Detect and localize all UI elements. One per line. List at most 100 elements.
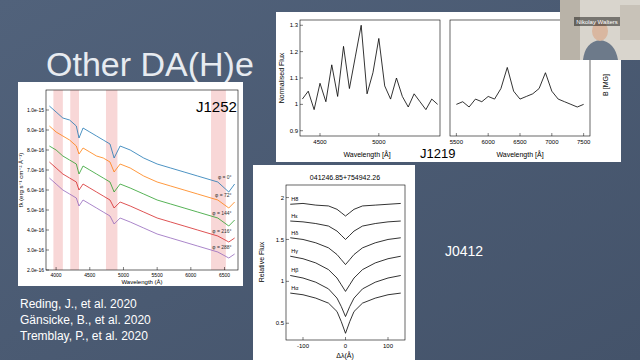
x-axis-label: Wavelength (Å) bbox=[121, 279, 162, 285]
plot-frame bbox=[46, 90, 238, 270]
x-tick-label: 4500 bbox=[84, 272, 95, 278]
x-tick-label: 0 bbox=[344, 343, 348, 349]
x-tick bbox=[378, 133, 379, 136]
y-tick bbox=[46, 230, 49, 231]
reference: Gänsicke, B., et al. 2020 bbox=[20, 313, 151, 327]
y-tick-label: 1 bbox=[281, 278, 285, 284]
y-tick-label: 3.0e-16 bbox=[27, 247, 44, 253]
band bbox=[70, 90, 79, 270]
reference: Tremblay, P., et al. 2020 bbox=[20, 329, 148, 343]
y-tick-label: 1 bbox=[295, 101, 299, 107]
series-line bbox=[290, 203, 401, 216]
chart: H8HεHδHγHβHα-10001000.511.52041246.85+75… bbox=[258, 174, 483, 360]
y-tick bbox=[300, 78, 303, 79]
y-tick-label: 8.0e-16 bbox=[27, 147, 44, 153]
y-tick-label: 1.2 bbox=[290, 49, 299, 55]
x-tick-label: 5000 bbox=[118, 272, 129, 278]
y-tick bbox=[300, 51, 303, 52]
x-tick bbox=[123, 267, 124, 270]
series-line bbox=[290, 256, 401, 291]
y-tick bbox=[286, 239, 289, 240]
x-tick-label: -100 bbox=[297, 343, 310, 349]
x-tick-label: 6000 bbox=[185, 272, 196, 278]
x-tick-label: 6500 bbox=[219, 272, 230, 278]
series-label: Hα bbox=[291, 285, 299, 291]
y-tick bbox=[286, 323, 289, 324]
x-axis-label: Wavelength [Å] bbox=[343, 150, 390, 159]
series-label: Hβ bbox=[291, 267, 298, 273]
plot-frame bbox=[300, 20, 440, 136]
x-tick bbox=[320, 133, 321, 136]
y-tick bbox=[300, 25, 303, 26]
x-tick bbox=[456, 133, 457, 136]
webcam-door bbox=[620, 5, 640, 40]
series-line bbox=[302, 25, 437, 109]
series-label: Hγ bbox=[291, 248, 298, 254]
x-tick bbox=[224, 267, 225, 270]
x-tick-label: 100 bbox=[383, 343, 394, 349]
y-tick-label: 6.0e-16 bbox=[27, 187, 44, 193]
x-tick bbox=[157, 267, 158, 270]
page: {"slide": {"title": "Other DA(H)e", "ref… bbox=[0, 0, 640, 360]
chart: 450050000.911.11.21.3J1219Wavelength [Å]… bbox=[278, 20, 455, 161]
y-tick bbox=[300, 104, 303, 105]
band bbox=[211, 90, 226, 270]
y-tick-label: 5.0e-16 bbox=[27, 207, 44, 213]
band bbox=[106, 90, 117, 270]
series-label: φ = 144° bbox=[212, 210, 231, 216]
y-tick-label: 2 bbox=[281, 195, 285, 201]
series-line bbox=[49, 162, 234, 242]
plot-area bbox=[49, 90, 234, 270]
plot-area bbox=[290, 203, 401, 333]
webcam-shelf bbox=[560, 0, 580, 60]
x-tick bbox=[345, 337, 346, 340]
y-tick-label: 1.0e-15 bbox=[27, 107, 44, 113]
chart-title: 041246.85+754942.26 bbox=[310, 174, 380, 181]
panel bbox=[18, 82, 243, 286]
background bbox=[0, 0, 640, 360]
plot-frame bbox=[286, 185, 405, 340]
x-tick-label: 7000 bbox=[545, 139, 559, 145]
x-axis-label: Δλ(Å) bbox=[336, 351, 354, 360]
x-tick bbox=[583, 133, 584, 136]
series-label: H8 bbox=[291, 196, 298, 202]
series-label: φ = 72° bbox=[215, 192, 232, 198]
speaker-name: Nikolay Walters bbox=[576, 19, 617, 25]
y-axis-label: Relative Flux bbox=[258, 241, 265, 282]
series-line bbox=[290, 293, 401, 333]
x-tick-label: 5500 bbox=[152, 272, 163, 278]
y-axis-label: fλ (erg s⁻¹ cm⁻² Å⁻¹) bbox=[18, 153, 24, 208]
y-tick bbox=[286, 197, 289, 198]
series-line bbox=[49, 178, 234, 258]
series-line bbox=[456, 67, 583, 107]
x-tick-label: 4500 bbox=[313, 139, 327, 145]
y-tick-label: 7.0e-16 bbox=[27, 167, 44, 173]
x-tick-label: 4000 bbox=[51, 272, 62, 278]
x-tick bbox=[551, 133, 552, 136]
y-tick-label: 1.5 bbox=[276, 237, 285, 243]
y-tick-label: 2.0e-16 bbox=[27, 267, 44, 273]
x-tick-label: 7500 bbox=[577, 139, 591, 145]
x-tick bbox=[89, 267, 90, 270]
y-tick-label: 0.5 bbox=[276, 320, 285, 326]
x-tick-label: 5000 bbox=[372, 139, 386, 145]
series-label: Hε bbox=[291, 213, 298, 219]
x-tick bbox=[190, 267, 191, 270]
slide: Other DA(H)eReding, J., et al. 2020Gänsi… bbox=[0, 0, 640, 360]
slide-title: Other DA(H)e bbox=[46, 45, 254, 83]
y-axis-label: Normalised Flux bbox=[278, 52, 285, 103]
series-label: φ = 0° bbox=[218, 174, 232, 180]
chart-subtitle: J0412 bbox=[445, 243, 483, 259]
chart-title: J1219 bbox=[420, 146, 455, 161]
x-tick bbox=[303, 337, 304, 340]
y-tick bbox=[300, 130, 303, 131]
webcam-bg bbox=[560, 0, 640, 60]
y-tick bbox=[46, 130, 49, 131]
webcam-label-bg bbox=[574, 17, 620, 26]
x-tick bbox=[388, 337, 389, 340]
chart: φ = 0°φ = 72°φ = 144°φ = 216°φ = 288°400… bbox=[18, 90, 238, 285]
y-tick bbox=[46, 210, 49, 211]
series-line bbox=[290, 221, 401, 239]
y-tick bbox=[46, 250, 49, 251]
x-tick bbox=[488, 133, 489, 136]
